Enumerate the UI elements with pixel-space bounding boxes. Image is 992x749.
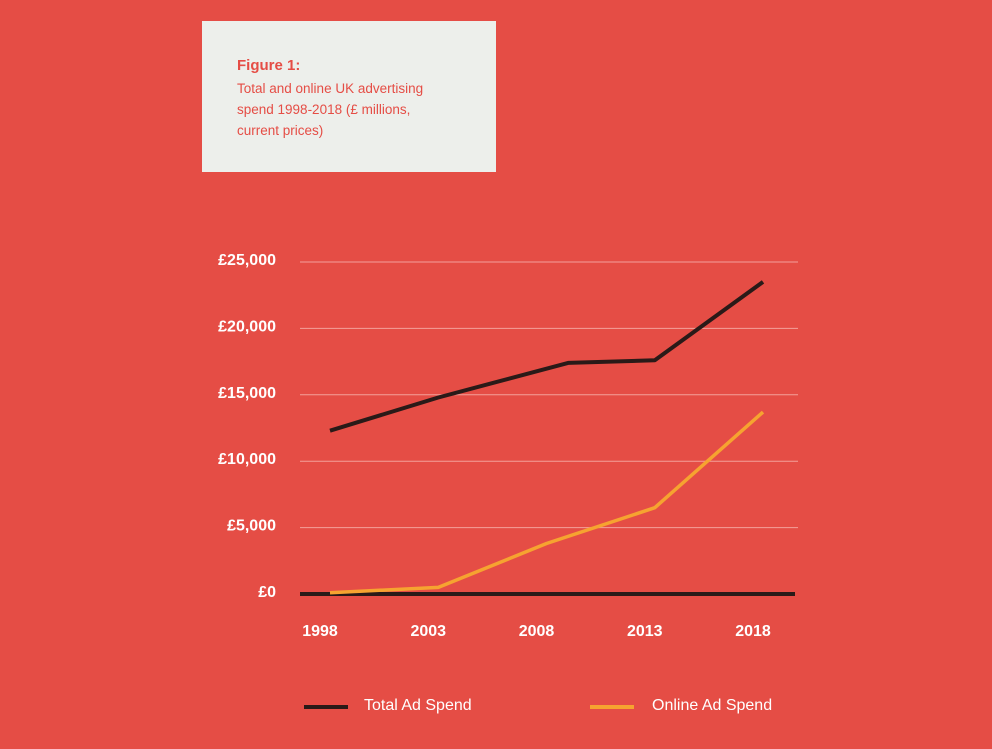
x-tick-label: 1998 (302, 623, 338, 640)
online-ad-spend-line (329, 410, 765, 595)
figure-heading: Figure 1: (237, 57, 301, 74)
caption-line-3: current prices) (237, 123, 324, 138)
y-tick-label: £15,000 (218, 385, 276, 402)
x-tick-label: 2003 (410, 623, 446, 640)
y-tick-label: £5,000 (227, 518, 276, 535)
x-tick-label: 2018 (735, 623, 771, 640)
y-tick-label: £20,000 (218, 318, 276, 335)
y-tick-label: £0 (258, 584, 276, 601)
legend: Total Ad Spend Online Ad Spend (304, 697, 772, 714)
y-axis-ticks: £0 £5,000 £10,000 £15,000 £20,000 £25,000 (218, 252, 276, 601)
y-tick-label: £10,000 (218, 451, 276, 468)
legend-item-total-ad-spend: Total Ad Spend (364, 697, 472, 714)
x-axis-ticks: 1998 2003 2008 2013 2018 (302, 623, 771, 640)
caption-line-1: Total and online UK advertising (237, 81, 424, 96)
legend-item-online-ad-spend: Online Ad Spend (652, 697, 772, 714)
gridlines (300, 261, 798, 596)
series-lines (329, 280, 765, 595)
figure-caption-box: Figure 1: Total and online UK advertisin… (202, 21, 496, 172)
caption-line-2: spend 1998-2018 (£ millions, (237, 102, 411, 117)
figure-caption: Total and online UK advertising spend 19… (237, 78, 476, 141)
y-tick-label: £25,000 (218, 252, 276, 269)
total-ad-spend-line (329, 280, 765, 433)
x-tick-label: 2008 (519, 623, 555, 640)
x-tick-label: 2013 (627, 623, 663, 640)
